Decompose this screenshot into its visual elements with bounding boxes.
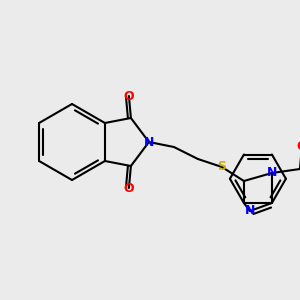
Text: N: N <box>245 205 255 218</box>
Text: O: O <box>124 89 134 103</box>
Text: N: N <box>267 167 277 179</box>
Text: N: N <box>144 136 154 148</box>
Text: O: O <box>124 182 134 194</box>
Text: O: O <box>297 140 300 154</box>
Text: S: S <box>218 160 226 173</box>
